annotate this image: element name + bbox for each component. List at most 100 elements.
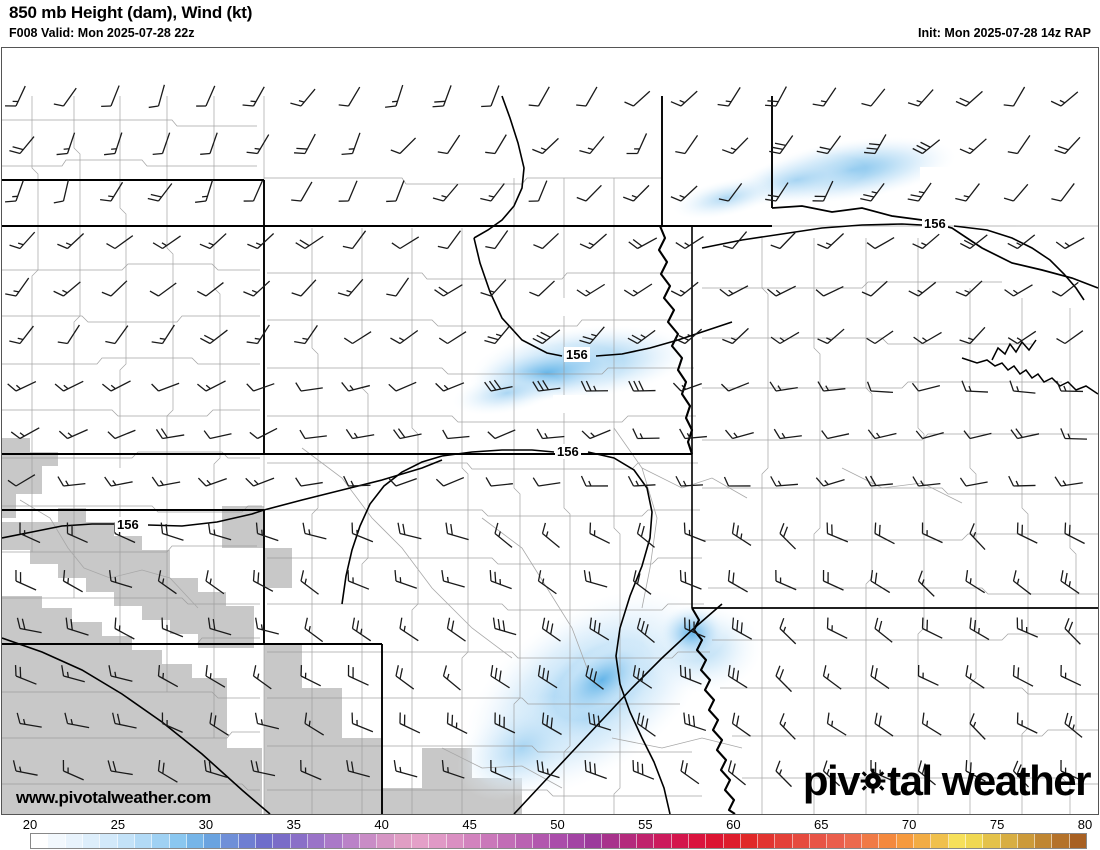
colorbar-segment bbox=[290, 834, 308, 848]
shading-blob bbox=[673, 177, 781, 219]
colorbar-segment bbox=[879, 834, 897, 848]
colorbar-tick: 75 bbox=[989, 817, 1005, 832]
page-title: 850 mb Height (dam), Wind (kt) bbox=[9, 3, 253, 22]
colorbar-strip[interactable] bbox=[30, 833, 1087, 849]
colorbar-segment bbox=[533, 834, 551, 848]
colorbar-segment bbox=[619, 834, 637, 848]
colorbar-segment bbox=[550, 834, 568, 848]
colorbar-segment bbox=[1035, 834, 1053, 848]
colorbar-segment bbox=[654, 834, 672, 848]
colorbar-segment bbox=[186, 834, 205, 848]
init-time-label: Init: Mon 2025-07-28 14z RAP bbox=[918, 26, 1091, 40]
colorbar-tick: 20 bbox=[22, 817, 38, 832]
logo-text-part2: tal weather bbox=[887, 757, 1091, 804]
shading-blob bbox=[457, 695, 587, 801]
colorbar-segment bbox=[931, 834, 949, 848]
contour-label: 156 bbox=[115, 517, 141, 532]
colorbar-segment bbox=[152, 834, 170, 848]
colorbar-segment bbox=[169, 834, 187, 848]
shading-blob bbox=[553, 640, 651, 720]
map-canvas[interactable]: 156 156 156 156 www.pivotalweather.com p… bbox=[1, 47, 1099, 815]
colorbar-tick: 55 bbox=[638, 817, 653, 832]
colorbar-segment bbox=[82, 834, 101, 848]
colorbar-segment bbox=[965, 834, 984, 848]
colorbar-segment bbox=[429, 834, 447, 848]
height-contours bbox=[2, 95, 1085, 814]
colorbar-tick-labels: 20 25 30 35 40 45 50 55 60 65 70 75 80 bbox=[0, 817, 1100, 832]
colorbar-segment bbox=[238, 834, 257, 848]
colorbar-tick: 30 bbox=[198, 817, 214, 832]
colorbar-segment bbox=[810, 834, 828, 848]
colorbar-segment bbox=[723, 834, 741, 848]
colorbar-segment bbox=[948, 834, 966, 848]
colorbar-segment bbox=[515, 834, 534, 848]
colorbar-segment bbox=[602, 834, 620, 848]
colorbar-segment bbox=[65, 834, 83, 848]
colorbar-segment bbox=[117, 834, 135, 848]
colorbar-segment bbox=[463, 834, 482, 848]
colorbar-segment bbox=[342, 834, 360, 848]
gear-icon bbox=[860, 768, 886, 794]
colorbar-tick: 45 bbox=[462, 817, 477, 832]
colorbar-segment bbox=[792, 834, 811, 848]
colorbar-segment bbox=[377, 834, 395, 848]
colorbar-segment bbox=[31, 834, 49, 848]
colorbar-segment bbox=[1069, 834, 1087, 848]
map-svg bbox=[2, 48, 1098, 814]
colorbar-segment bbox=[636, 834, 655, 848]
colorbar-segment bbox=[585, 834, 603, 848]
colorbar-tick: 70 bbox=[901, 817, 917, 832]
colorbar-segment bbox=[740, 834, 759, 848]
river-state-boundary bbox=[657, 225, 736, 814]
colorbar-tick: 25 bbox=[110, 817, 126, 832]
colorbar-segment bbox=[134, 834, 153, 848]
colorbar-segment bbox=[896, 834, 914, 848]
colorbar-tick: 50 bbox=[550, 817, 565, 832]
colorbar-segment bbox=[827, 834, 845, 848]
colorbar-segment bbox=[359, 834, 378, 848]
logo-text-part1: piv bbox=[802, 757, 861, 804]
colorbar-segment bbox=[758, 834, 776, 848]
colorbar-segment bbox=[411, 834, 430, 848]
colorbar-segment bbox=[394, 834, 412, 848]
colorbar-segment bbox=[913, 834, 932, 848]
valid-time-label: F008 Valid: Mon 2025-07-28 22z bbox=[9, 26, 195, 40]
colorbar-segment bbox=[256, 834, 274, 848]
colorbar-segment bbox=[1000, 834, 1018, 848]
contour-label: 156 bbox=[555, 444, 581, 459]
contour-label: 156 bbox=[564, 347, 590, 362]
colorbar[interactable]: 20 25 30 35 40 45 50 55 60 65 70 75 80 bbox=[0, 817, 1100, 850]
colorbar-segment bbox=[204, 834, 222, 848]
colorbar-segment bbox=[100, 834, 118, 848]
colorbar-segment bbox=[1017, 834, 1036, 848]
colorbar-segment bbox=[1052, 834, 1070, 848]
colorbar-segment bbox=[671, 834, 689, 848]
website-watermark: www.pivotalweather.com bbox=[16, 788, 211, 807]
shading-blob bbox=[452, 371, 562, 415]
colorbar-segment bbox=[446, 834, 464, 848]
colorbar-segment bbox=[775, 834, 793, 848]
colorbar-segment bbox=[983, 834, 1001, 848]
header: 850 mb Height (dam), Wind (kt) F008 Vali… bbox=[0, 0, 1100, 47]
shading-blob bbox=[658, 605, 726, 661]
colorbar-segment bbox=[706, 834, 724, 848]
colorbar-tick: 65 bbox=[814, 817, 829, 832]
colorbar-segment bbox=[844, 834, 862, 848]
colorbar-tick: 35 bbox=[286, 817, 301, 832]
pivotal-weather-logo: piv tal weat bbox=[802, 757, 1092, 804]
colorbar-segment bbox=[498, 834, 516, 848]
river-lines bbox=[19, 427, 963, 789]
colorbar-segment bbox=[48, 834, 66, 848]
colorbar-tick: 40 bbox=[374, 817, 389, 832]
contour-label: 156 bbox=[922, 216, 948, 231]
colorbar-segment bbox=[325, 834, 343, 848]
colorbar-segment bbox=[308, 834, 326, 848]
colorbar-segment bbox=[567, 834, 585, 848]
colorbar-segment bbox=[221, 834, 239, 848]
colorbar-segment bbox=[273, 834, 291, 848]
colorbar-tick: 80 bbox=[1077, 817, 1093, 832]
contour-label-group bbox=[113, 167, 954, 486]
shoreline bbox=[961, 339, 1098, 395]
state-boundaries bbox=[2, 96, 1098, 814]
